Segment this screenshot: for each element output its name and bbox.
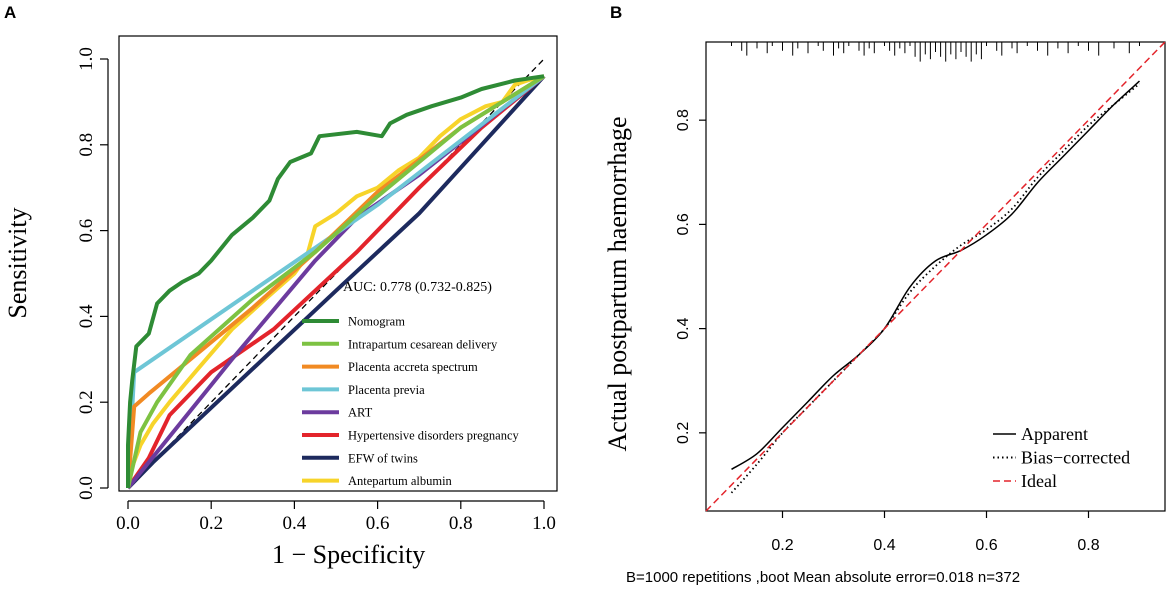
roc-curve-intrapartum-cesarean-delivery <box>126 74 546 489</box>
panel-a-x-tick-label: 0.6 <box>366 513 390 534</box>
calibration-apparent <box>731 80 1141 470</box>
panel-b-y-tick-label: 0.4 <box>675 317 692 339</box>
legend-label: Placenta accreta spectrum <box>348 360 478 374</box>
panel-b-y-tick-label: 0.8 <box>675 109 692 131</box>
legend-label: Antepartum albumin <box>348 474 453 488</box>
panel-a-x-tick-label: 0.8 <box>449 513 473 534</box>
panel-a-y-tick-label: 0.0 <box>76 476 97 500</box>
legend-label: Nomogram <box>348 315 405 329</box>
panel-b: B 0.2 0.4 0.6 0.8 0.2 0.4 0.6 0.8 Apparent Bias−… <box>603 3 1166 586</box>
panel-b-y-tick-label: 0.6 <box>675 213 692 235</box>
panel-a-x-tick-label: 0.2 <box>199 513 223 534</box>
panel-a-legend: Nomogram Intrapartum cesarean delivery Pla… <box>302 315 520 488</box>
roc-curve-nomogram <box>126 74 545 488</box>
legend-label: Intrapartum cesarean delivery <box>348 337 498 351</box>
panel-b-x-tick-label: 0.6 <box>975 537 997 554</box>
panel-b-letter: B <box>610 3 622 22</box>
panel-b-y-tick-label: 0.2 <box>675 422 692 444</box>
panel-a-x-tick-label: 1.0 <box>532 513 556 534</box>
roc-curve-antepartum-albumin <box>126 74 545 489</box>
panel-b-x-tick-label: 0.8 <box>1077 537 1099 554</box>
panel-b-footer: B=1000 repetitions ,boot Mean absolute e… <box>626 569 1020 586</box>
panel-b-axes: 0.2 0.4 0.6 0.8 0.2 0.4 0.6 0.8 <box>675 109 1100 554</box>
rug-ticks <box>731 42 1140 62</box>
panel-a: A 0.0 0.2 0.4 0.6 0.8 1.0 0.0 0.2 0.4 0.6 0.8 1.0 A… <box>3 3 558 569</box>
legend-label: Hypertensive disorders pregnancy <box>348 429 520 443</box>
panel-a-x-tick-label: 0.4 <box>283 513 307 534</box>
calibration-curves <box>705 41 1166 512</box>
panel-a-ylabel: Sensitivity <box>3 207 32 318</box>
auc-annotation: AUC: 0.778 (0.732-0.825) <box>343 280 492 295</box>
panel-b-x-tick-label: 0.4 <box>873 537 895 554</box>
legend-label: Bias−corrected <box>1021 448 1130 468</box>
panel-b-ylabel: Actual postpartum haemorrhage <box>603 117 632 452</box>
panel-a-y-tick-label: 0.4 <box>76 304 97 328</box>
panel-a-plot-frame <box>118 35 558 492</box>
panel-a-xlabel: 1 − Specificity <box>272 540 425 569</box>
roc-curve-efw-of-twins <box>126 74 546 490</box>
legend-label: EFW of twins <box>348 451 418 465</box>
legend-label: Ideal <box>1021 471 1057 491</box>
legend-label: Apparent <box>1021 424 1088 444</box>
panel-a-axes: 0.0 0.2 0.4 0.6 0.8 1.0 0.0 0.2 0.4 0.6 0.8 1.0 <box>76 47 556 534</box>
roc-curves <box>126 74 546 490</box>
legend-label: ART <box>348 406 373 420</box>
panel-a-y-tick-label: 0.6 <box>76 219 97 243</box>
panel-a-y-tick-label: 1.0 <box>76 47 97 71</box>
roc-curve-hypertensive-disorders-pregnancy <box>126 74 546 490</box>
panel-a-letter: A <box>4 3 16 22</box>
panel-a-x-tick-label: 0.0 <box>116 513 140 534</box>
panel-b-legend: Apparent Bias−corrected Ideal <box>993 424 1130 491</box>
panel-b-x-tick-label: 0.2 <box>771 537 793 554</box>
panel-a-y-tick-label: 0.8 <box>76 133 97 157</box>
panel-a-y-tick-label: 0.2 <box>76 390 97 414</box>
legend-label: Placenta previa <box>348 383 425 397</box>
